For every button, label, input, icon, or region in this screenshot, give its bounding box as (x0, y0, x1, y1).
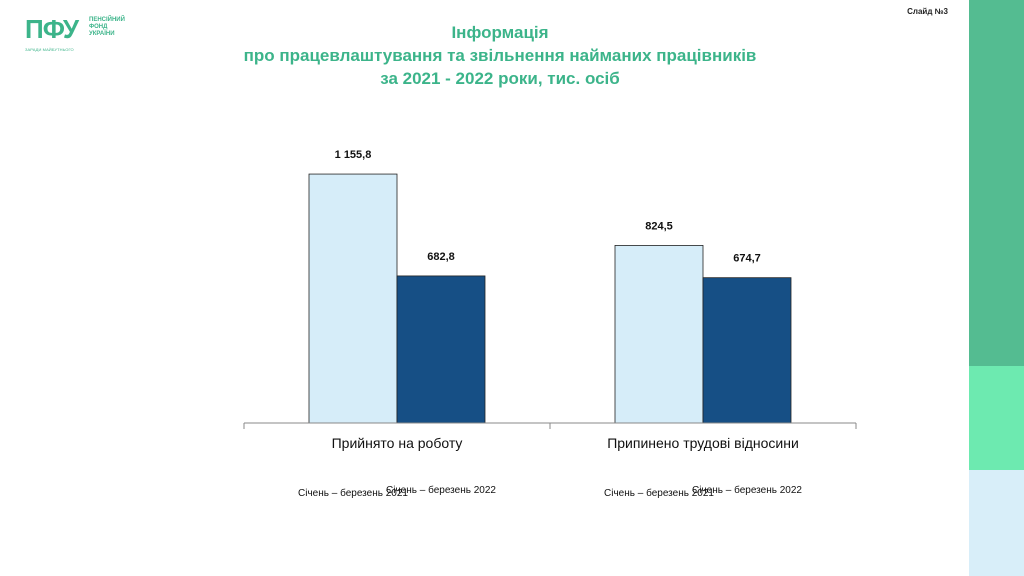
logo-tagline: ЗАРАДИ МАЙБУТНЬОГО (25, 47, 74, 52)
legend-label: Січень – березень 2022 (386, 484, 496, 496)
chart-bars (308, 173, 792, 424)
logo-line-2: ФОНД (89, 24, 108, 30)
pfu-logo: ПФУ ПЕНСІЙНИЙ ФОНД УКРАЇНИ ЗАРАДИ МАЙБУТ… (25, 14, 145, 56)
category-labels: Прийнято на роботу Припинено трудові відн… (332, 435, 799, 451)
slide-title-line-1: Інформація (451, 23, 549, 42)
category-label: Припинено трудові відносини (607, 435, 799, 451)
data-label: 1 155,8 (335, 149, 372, 161)
logo-mark: ПФУ (25, 14, 79, 44)
slide-number: Слайд №3 (907, 7, 948, 16)
data-label: 674,7 (733, 253, 761, 265)
bar-2021-hired (308, 173, 398, 424)
legend-label: Січень – березень 2021 (604, 487, 714, 499)
slide-title-line-2: про працевлаштування та звільнення найма… (243, 46, 757, 65)
decor-strip-bottom (969, 470, 1024, 576)
bar-2021-terminated (614, 245, 704, 424)
data-label: 682,8 (427, 251, 455, 263)
legend-label: Січень – березень 2021 (298, 487, 408, 499)
slide-title-line-3: за 2021 - 2022 роки, тис. осіб (380, 69, 620, 88)
bar-2022-hired (396, 275, 486, 424)
category-label: Прийнято на роботу (332, 435, 463, 451)
logo-line-3: УКРАЇНИ (89, 31, 115, 37)
x-axis-ticks (243, 423, 857, 429)
data-labels: 1 155,8 682,8 824,5 674,7 (335, 149, 761, 265)
legend-label: Січень – березень 2022 (692, 484, 802, 496)
logo-org-name: ПЕНСІЙНИЙ ФОНД УКРАЇНИ (89, 17, 125, 38)
data-label: 824,5 (645, 220, 673, 232)
bar-2022-terminated (702, 277, 792, 424)
logo-line-1: ПЕНСІЙНИЙ (89, 17, 125, 23)
decor-strip-top (969, 0, 1024, 366)
decor-strip-middle (969, 366, 1024, 470)
